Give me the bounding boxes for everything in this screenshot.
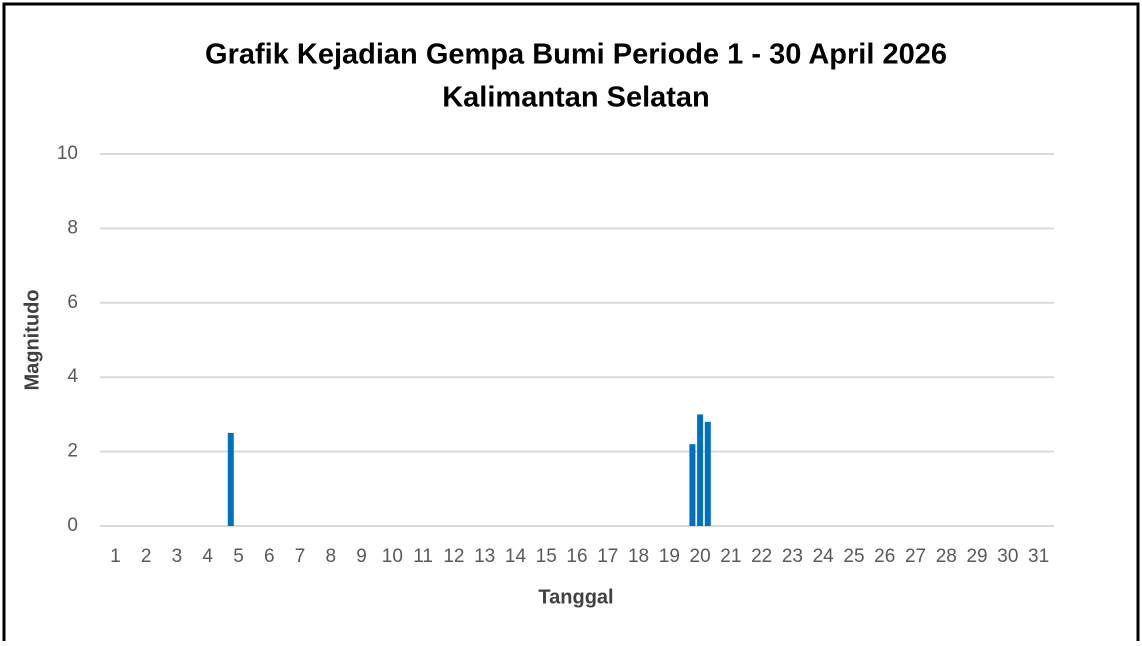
x-tick-label: 3 [172, 546, 183, 567]
y-tick-label: 0 [67, 515, 78, 536]
x-tick-label: 22 [751, 546, 772, 567]
x-tick-label: 26 [874, 546, 895, 567]
x-tick-label: 25 [843, 546, 864, 567]
y-axis-title: Magnitudo [21, 289, 43, 390]
x-tick-label: 6 [264, 546, 275, 567]
x-tick-label: 16 [566, 546, 587, 567]
x-tick-label: 10 [382, 546, 403, 567]
x-tick-label: 15 [536, 546, 557, 567]
bar [704, 421, 711, 526]
x-tick-label: 20 [690, 546, 711, 567]
bar [227, 433, 234, 526]
x-tick-label: 7 [295, 546, 306, 567]
x-tick-label: 19 [659, 546, 680, 567]
x-tick-label: 9 [356, 546, 367, 567]
bar [689, 444, 696, 526]
x-tick-label: 11 [413, 546, 433, 567]
x-tick-label: 21 [720, 546, 741, 567]
x-tick-label: 5 [233, 546, 244, 567]
x-tick-label: 8 [326, 546, 337, 567]
x-axis-title: Tanggal [538, 586, 613, 608]
x-tick-label: 17 [597, 546, 618, 567]
y-tick-label: 4 [67, 366, 78, 387]
y-tick-label: 6 [67, 292, 78, 313]
x-tick-label: 24 [813, 546, 835, 567]
x-tick-label: 18 [628, 546, 649, 567]
x-tick-label: 2 [141, 546, 152, 567]
x-tick-label: 14 [505, 546, 527, 567]
x-tick-label: 27 [905, 546, 926, 567]
x-tick-label: 29 [966, 546, 987, 567]
x-tick-label: 1 [110, 546, 121, 567]
chart-subtitle: Kalimantan Selatan [442, 82, 710, 114]
x-tick-label: 12 [443, 546, 464, 567]
x-tick-label: 4 [202, 546, 213, 567]
y-tick-label: 8 [67, 217, 78, 238]
x-tick-label: 31 [1028, 546, 1049, 567]
x-tick-label: 13 [474, 546, 495, 567]
x-tick-label: 30 [997, 546, 1018, 567]
chart-title: Grafik Kejadian Gempa Bumi Periode 1 - 3… [205, 39, 947, 71]
x-tick-label: 23 [782, 546, 803, 567]
y-tick-label: 10 [57, 143, 78, 164]
x-tick-label: 28 [936, 546, 957, 567]
y-tick-label: 2 [67, 441, 78, 462]
bar [697, 414, 704, 526]
